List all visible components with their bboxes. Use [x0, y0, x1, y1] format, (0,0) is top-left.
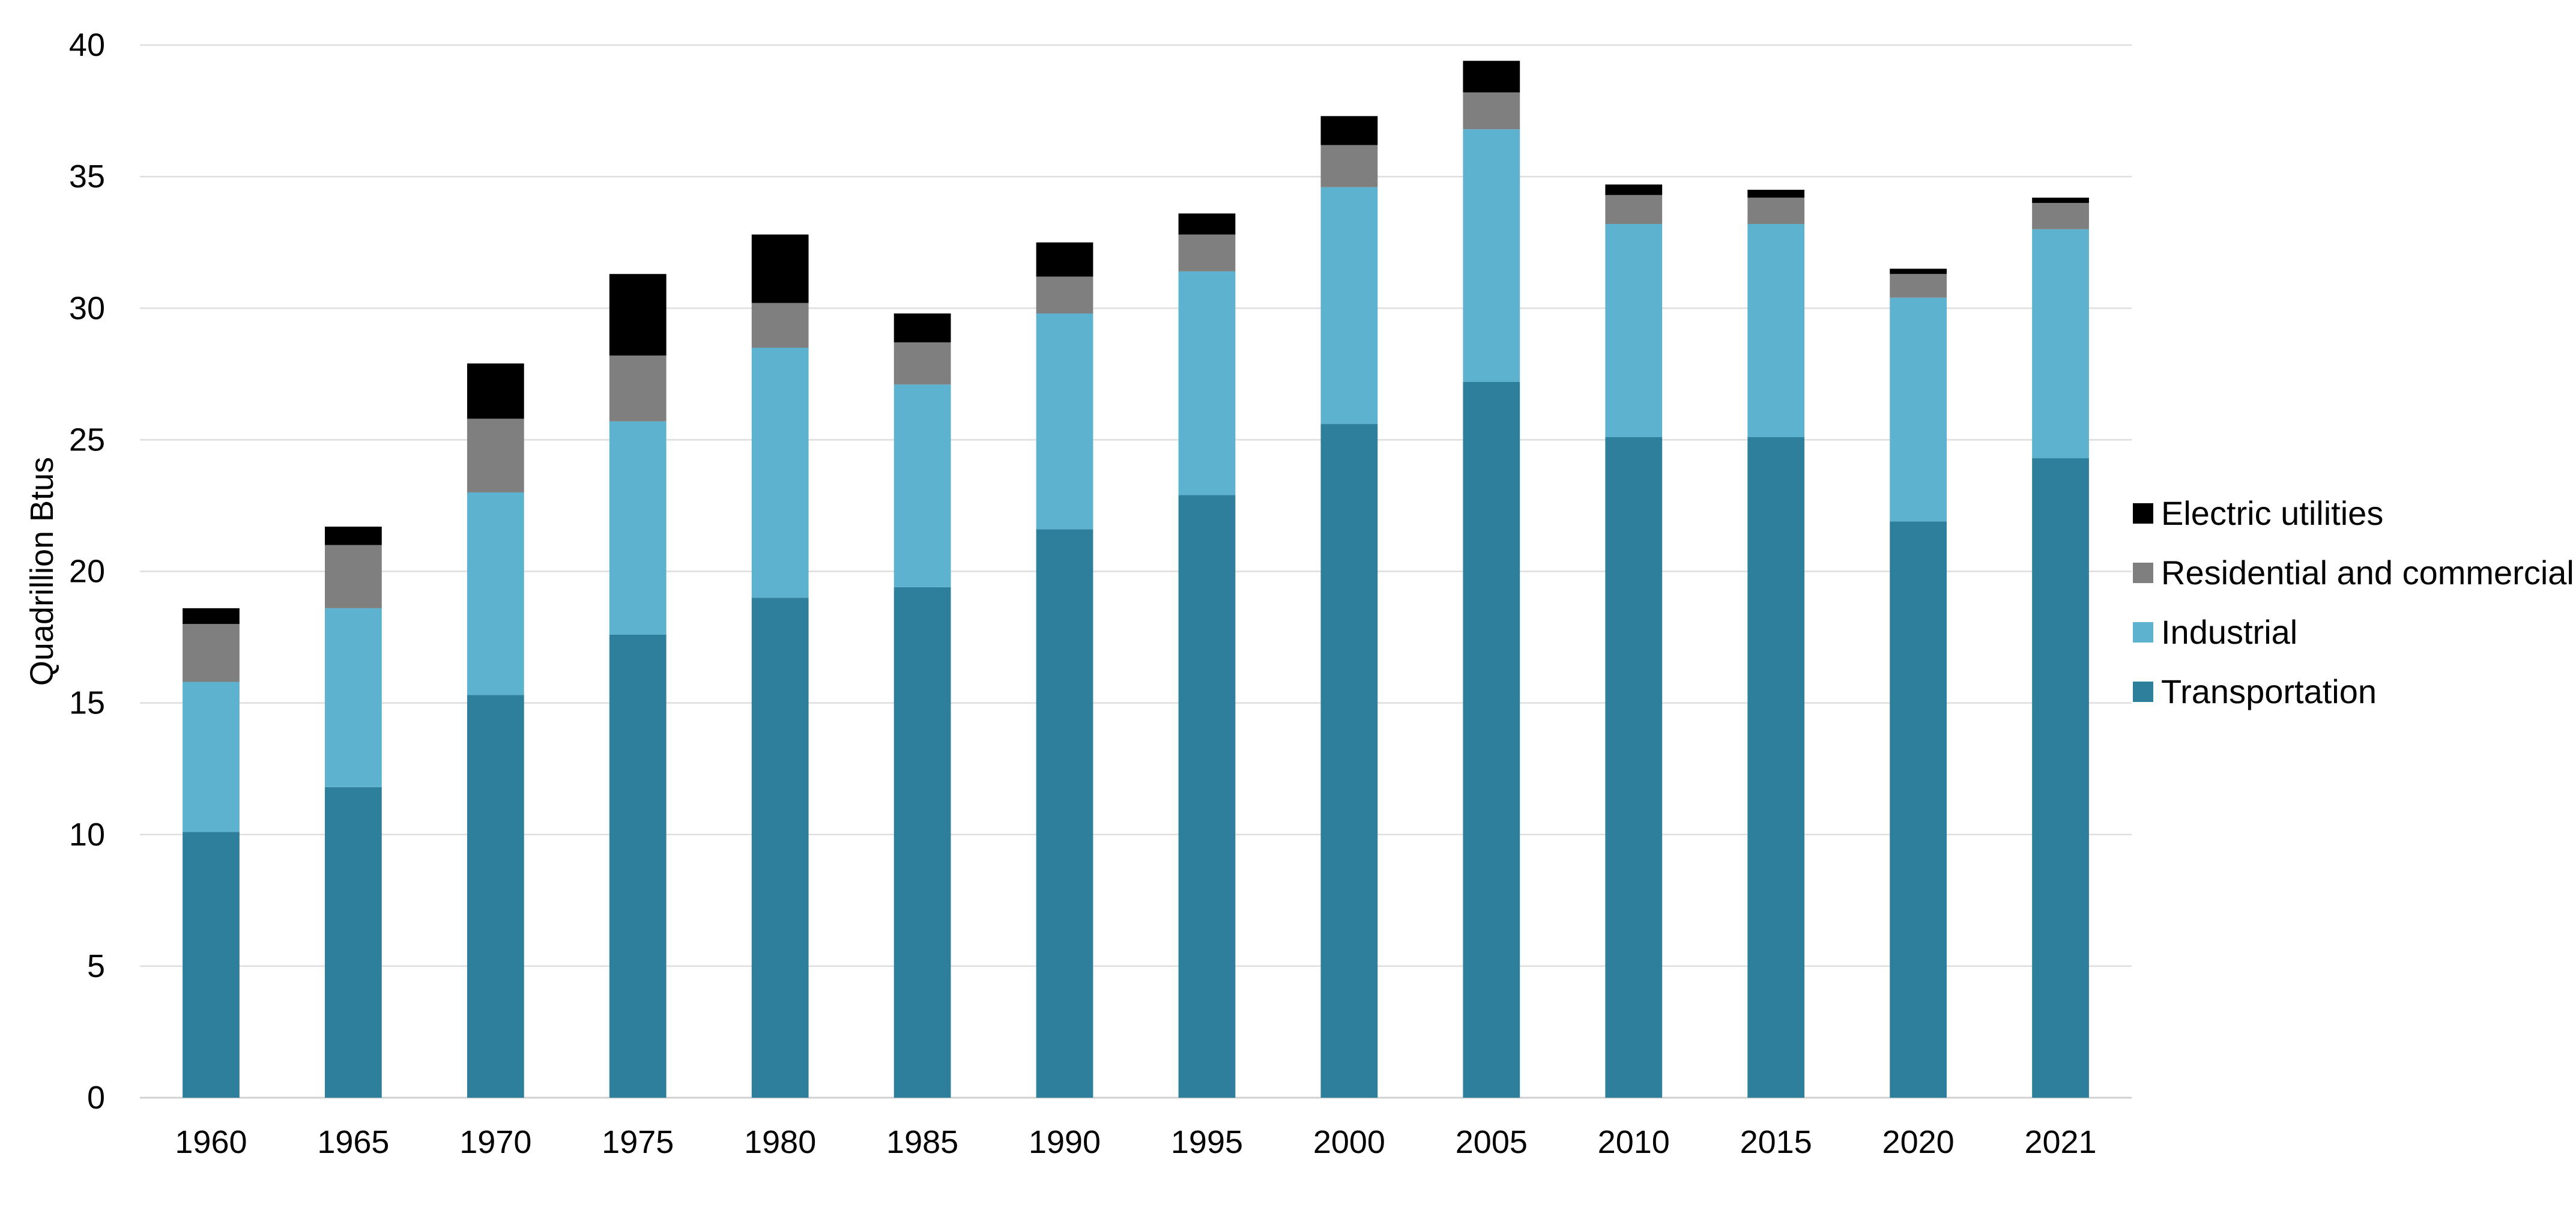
- legend-label: Residential and commercial: [2161, 554, 2574, 591]
- x-tick-label: 1965: [317, 1124, 389, 1160]
- bar-segment: [1320, 145, 1378, 187]
- bar-segment: [183, 832, 240, 1098]
- bar-segment: [1178, 234, 1236, 271]
- bar-segment: [1463, 61, 1520, 92]
- bar-segment: [893, 342, 951, 385]
- bar-segment: [1747, 198, 1805, 225]
- bar-segment: [609, 355, 667, 422]
- bar-segment: [893, 384, 951, 587]
- y-tick-label: 10: [69, 817, 105, 853]
- bar-segment: [1890, 297, 1947, 522]
- bar-segment: [467, 363, 524, 419]
- x-tick-label: 2021: [2024, 1124, 2096, 1160]
- bar-segment: [1605, 437, 1663, 1098]
- bar-segment: [467, 695, 524, 1098]
- bar-segment: [751, 347, 809, 598]
- y-tick-label: 35: [69, 159, 105, 195]
- bar-segment: [1890, 268, 1947, 274]
- bars: [183, 61, 2089, 1098]
- legend-swatch: [2133, 622, 2153, 643]
- x-tick-label: 1985: [886, 1124, 958, 1160]
- x-tick-label: 1975: [602, 1124, 674, 1160]
- bar-segment: [1320, 187, 1378, 425]
- legend-label: Electric utilities: [2161, 494, 2383, 532]
- bar-segment: [1890, 521, 1947, 1098]
- bar-segment: [1036, 313, 1093, 530]
- legend: Electric utilities Residential and commer…: [2133, 494, 2574, 710]
- bar-segment: [2032, 458, 2089, 1098]
- legend-swatch: [2133, 682, 2153, 702]
- bar-segment: [467, 419, 524, 493]
- bar-segment: [609, 634, 667, 1098]
- x-tick-label: 2020: [1882, 1124, 1955, 1160]
- bar-segment: [751, 303, 809, 348]
- bar-segment: [751, 234, 809, 303]
- bar-segment: [325, 526, 382, 545]
- legend-swatch: [2133, 503, 2153, 524]
- y-tick-label: 25: [69, 422, 105, 458]
- x-tick-label: 1995: [1171, 1124, 1243, 1160]
- bar-segment: [1036, 242, 1093, 277]
- bar-segment: [1747, 224, 1805, 437]
- gridlines: [140, 44, 2132, 1099]
- bar-segment: [1605, 224, 1663, 437]
- y-tick-label: 40: [69, 27, 105, 63]
- bar-segment: [1036, 529, 1093, 1098]
- y-tick-label: 0: [87, 1080, 105, 1116]
- x-tick-label: 1970: [459, 1124, 531, 1160]
- y-tick-label: 5: [87, 948, 105, 984]
- bar-segment: [1320, 424, 1378, 1098]
- bar-segment: [1747, 190, 1805, 198]
- bar-segment: [609, 274, 667, 356]
- bar-segment: [893, 313, 951, 343]
- legend-swatch: [2133, 563, 2153, 583]
- bar-segment: [1747, 437, 1805, 1098]
- bar-segment: [1463, 381, 1520, 1098]
- x-tick-label: 2005: [1456, 1124, 1528, 1160]
- bar-segment: [325, 608, 382, 787]
- bar-segment: [609, 421, 667, 635]
- y-axis-ticks: 0 5 10 15 20 25 30 35 40: [69, 27, 105, 1116]
- bar-segment: [1605, 184, 1663, 195]
- bar-segment: [2032, 202, 2089, 229]
- bar-segment: [2032, 229, 2089, 459]
- x-tick-label: 2000: [1313, 1124, 1385, 1160]
- x-tick-label: 2015: [1740, 1124, 1812, 1160]
- bar-segment: [1178, 271, 1236, 495]
- x-axis-ticks: 1960 1965 1970 1975 1980 1985 1990 1995 2000 2005…: [175, 1124, 2096, 1160]
- legend-label: Industrial: [2161, 613, 2297, 651]
- x-tick-label: 1980: [744, 1124, 816, 1160]
- bar-segment: [325, 545, 382, 608]
- bar-segment: [1320, 116, 1378, 145]
- bar-segment: [183, 624, 240, 682]
- x-tick-label: 2010: [1598, 1124, 1670, 1160]
- x-tick-label: 1960: [175, 1124, 247, 1160]
- bar-segment: [1036, 276, 1093, 314]
- bar-segment: [1605, 195, 1663, 225]
- bar-segment: [183, 608, 240, 625]
- bar-segment: [1178, 495, 1236, 1098]
- bar-segment: [1890, 274, 1947, 298]
- bar-segment: [751, 597, 809, 1098]
- bar-segment: [1178, 213, 1236, 235]
- bar-segment: [183, 682, 240, 832]
- y-tick-label: 20: [69, 554, 105, 590]
- bar-segment: [325, 787, 382, 1098]
- bar-segment: [467, 492, 524, 695]
- bar-segment: [1463, 129, 1520, 382]
- y-tick-label: 15: [69, 685, 105, 721]
- y-tick-label: 30: [69, 290, 105, 326]
- bar-segment: [1463, 92, 1520, 130]
- legend-label: Transportation: [2161, 673, 2377, 710]
- bar-segment: [893, 587, 951, 1098]
- y-axis-title: Quadrillion Btus: [24, 457, 60, 686]
- bar-segment: [2032, 198, 2089, 203]
- x-tick-label: 1990: [1029, 1124, 1101, 1160]
